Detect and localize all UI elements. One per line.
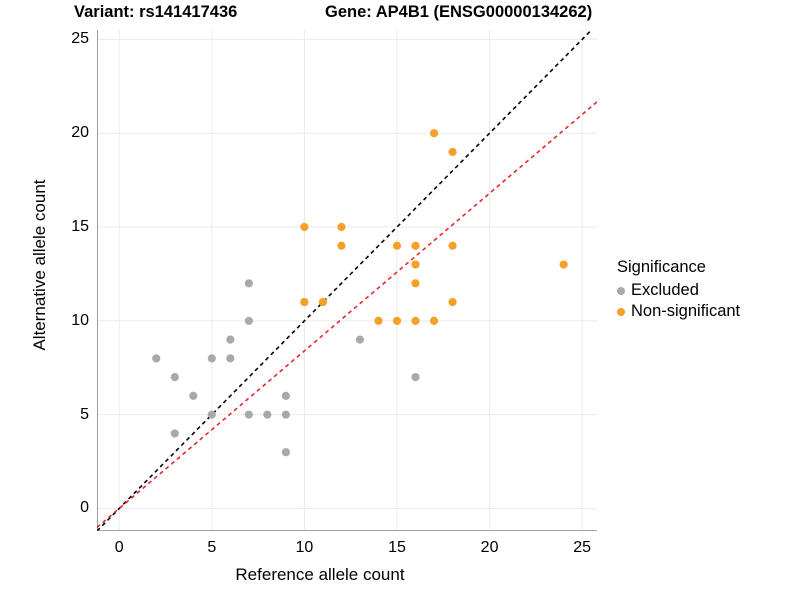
data-point — [244, 410, 253, 419]
data-point — [559, 260, 568, 269]
y-tick-label: 5 — [80, 405, 89, 423]
data-point — [226, 335, 235, 344]
gene-title: Gene: AP4B1 (ENSG00000134262) — [325, 3, 593, 21]
data-point — [392, 316, 402, 325]
data-point — [170, 373, 179, 382]
data-point — [300, 222, 309, 232]
x-tick-label: 20 — [480, 539, 499, 556]
x-tick-label: 10 — [295, 539, 314, 556]
y-tick-label: 20 — [71, 124, 89, 142]
data-point — [152, 354, 161, 363]
reference-line-identity — [97, 30, 593, 531]
data-point — [355, 335, 365, 344]
x-tick-label: 15 — [388, 539, 406, 556]
legend-dot-icon — [617, 286, 625, 295]
scatter-plot-svg — [97, 30, 597, 531]
data-point — [244, 316, 253, 325]
data-point — [300, 297, 309, 307]
data-point — [281, 410, 290, 419]
data-point — [448, 297, 457, 307]
data-point — [429, 129, 439, 138]
data-point — [207, 354, 216, 363]
legend-items: Excluded Non-significant — [617, 280, 740, 322]
legend-item-label: Non-significant — [631, 302, 741, 321]
data-point — [281, 391, 290, 400]
x-tick-label: 5 — [207, 539, 217, 556]
data-point — [170, 429, 179, 438]
data-point — [411, 279, 420, 288]
y-tick-label: 25 — [71, 30, 89, 48]
data-point — [337, 241, 346, 250]
data-point — [337, 222, 346, 232]
y-tick-label: 15 — [71, 218, 89, 236]
y-tick-label: 10 — [71, 311, 89, 329]
data-point — [263, 410, 272, 419]
legend: Significance Excluded Non-significant — [617, 258, 740, 322]
legend-title: Significance — [617, 258, 706, 276]
variant-title: Variant: rs141417436 — [74, 3, 238, 21]
data-point — [411, 241, 420, 250]
data-point — [374, 316, 383, 325]
data-point — [392, 241, 402, 250]
legend-item-label: Excluded — [631, 281, 699, 300]
data-point — [411, 373, 420, 382]
legend-item[interactable]: Non-significant — [617, 301, 740, 322]
data-point — [226, 354, 235, 363]
x-tick-label: 25 — [573, 539, 592, 556]
x-axis-label: Reference allele count — [235, 565, 405, 584]
legend-item[interactable]: Excluded — [617, 280, 740, 301]
reference-line-ratio — [97, 101, 597, 529]
x-tick-label: 0 — [114, 539, 124, 556]
data-point — [281, 448, 290, 457]
data-point — [448, 147, 457, 157]
data-point — [189, 391, 198, 400]
legend-dot-icon — [617, 307, 625, 316]
y-tick-label: 0 — [80, 499, 89, 517]
data-point — [244, 279, 253, 288]
data-point — [411, 316, 420, 325]
data-point — [207, 410, 216, 419]
y-axis-label: Alternative allele count — [30, 179, 49, 351]
plot-area — [97, 30, 597, 531]
data-point — [448, 241, 457, 250]
data-point — [429, 316, 439, 325]
data-point — [318, 297, 328, 307]
data-point — [411, 260, 420, 269]
